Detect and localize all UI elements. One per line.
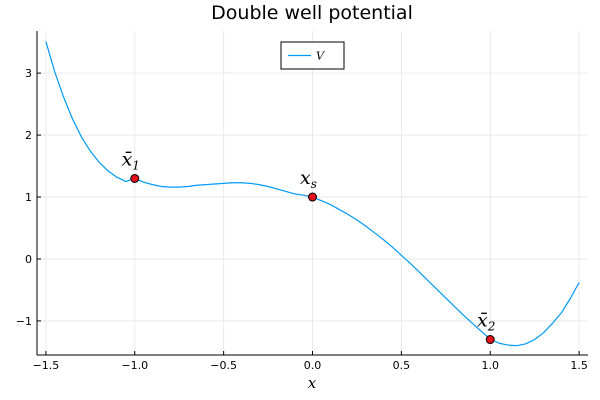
legend: V (280, 41, 345, 70)
x-tick-label-0: −1.5 (33, 359, 60, 372)
x-tick-label-5: 1.0 (481, 359, 499, 372)
point-label-main-1: x (300, 167, 311, 189)
legend-label-0: V (316, 50, 325, 63)
chart-title: Double well potential (211, 2, 413, 24)
point-label-sub-0: 1 (132, 158, 140, 172)
y-tick-label-1: 0 (25, 253, 32, 266)
point-marker-2 (485, 335, 495, 345)
x-tick-label-1: −1.0 (121, 359, 148, 372)
point-label-sub-1: s (311, 177, 317, 191)
y-tick-label-0: −1 (16, 315, 32, 328)
point-label-2: x̄2 (477, 310, 495, 334)
x-tick-label-4: 0.5 (393, 359, 411, 372)
tick-labels: −1.5 −1.0 −0.5 0.0 0.5 1.0 1.5 −1 0 1 2 3 (16, 67, 588, 372)
x-axis-label: x (308, 374, 317, 392)
x-tick-label-2: −0.5 (210, 359, 237, 372)
point-marker-0 (130, 173, 140, 183)
point-label-main-2: x̄ (477, 310, 488, 332)
point-label-sub-2: 2 (487, 320, 496, 334)
point-label-1: xs (300, 167, 317, 191)
points-layer (130, 173, 495, 345)
x-tick-label-3: 0.0 (304, 359, 322, 372)
y-tick-label-2: 1 (25, 191, 32, 204)
y-tick-label-4: 3 (25, 67, 32, 80)
point-label-0: x̄1 (122, 148, 140, 172)
point-label-main-0: x̄ (122, 148, 133, 170)
axes (36, 31, 588, 356)
point-marker-1 (308, 192, 317, 202)
y-tick-label-3: 2 (25, 129, 32, 142)
x-tick-label-6: 1.5 (570, 359, 588, 372)
